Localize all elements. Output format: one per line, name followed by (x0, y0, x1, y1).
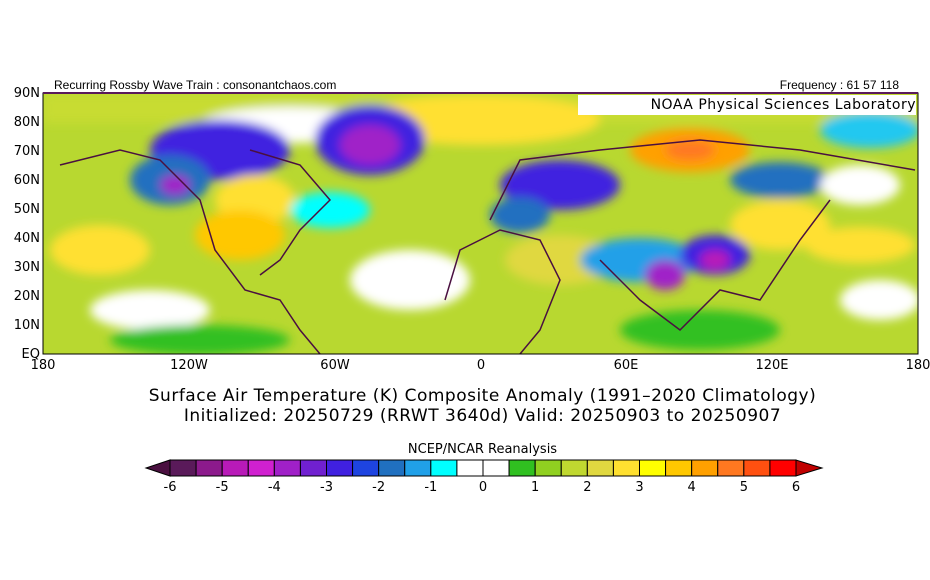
map-title: Surface Air Temperature (K) Composite An… (148, 386, 817, 406)
colorbar (144, 459, 824, 477)
colorbar-tick-label: 0 (478, 480, 488, 495)
colorbar-swatch (195, 459, 223, 477)
colorbar-swatch (378, 459, 406, 477)
colorbar-tick-label: -4 (267, 480, 281, 495)
colorbar-swatch (769, 459, 797, 477)
colorbar-tick-label: -6 (163, 480, 177, 495)
colorbar-swatch (273, 459, 301, 477)
colorbar-swatch (221, 459, 249, 477)
colorbar-tick-label: 4 (687, 480, 696, 495)
colorbar-swatch (430, 459, 458, 477)
map-subtitle: Initialized: 20250729 (RRWT 3640d) Valid… (183, 406, 782, 426)
lon-label: 60W (320, 358, 350, 373)
lon-label: 180 (905, 358, 930, 373)
colorbar-swatch (404, 459, 432, 477)
coastlines (59, 139, 916, 354)
lat-label: 80N (13, 115, 40, 130)
colorbar-tick-label: 2 (583, 480, 592, 495)
header-frequency: Frequency : 61 57 118 (779, 78, 899, 92)
colorbar-title: NCEP/NCAR Reanalysis (407, 442, 558, 457)
colorbar-tick-label: -3 (320, 480, 333, 495)
colorbar-swatch (691, 459, 719, 477)
watermark: NOAA Physical Sciences Laboratory (578, 95, 916, 115)
lat-label: 90N (13, 86, 40, 101)
lat-label: 40N (13, 231, 40, 246)
lat-label: 20N (13, 289, 40, 304)
lat-label: 30N (13, 260, 40, 275)
colorbar-swatch (612, 459, 641, 477)
colorbar-swatch (247, 459, 275, 477)
colorbar-swatch (508, 459, 536, 477)
lon-label: 180 (30, 358, 56, 373)
lon-label: 120W (170, 358, 208, 373)
colorbar-swatch (560, 459, 588, 477)
colorbar-tick-label: 6 (791, 480, 801, 495)
lon-label: 60E (613, 358, 639, 373)
colorbar-swatch (717, 459, 745, 477)
colorbar-tick-label: 3 (635, 480, 644, 495)
colorbar-swatch (299, 459, 327, 477)
lat-label: EQ (21, 347, 40, 362)
colorbar-under-arrow (144, 459, 171, 477)
colorbar-swatch (482, 459, 510, 477)
colorbar-over-arrow (795, 459, 824, 477)
colorbar-swatch (169, 459, 197, 477)
lon-label: 0 (476, 358, 486, 373)
colorbar-swatch (665, 459, 693, 477)
colorbar-tick-label: 1 (531, 480, 540, 495)
colorbar-tick-label: -2 (372, 480, 386, 495)
lat-label: 10N (13, 318, 40, 333)
colorbar-swatch (743, 459, 771, 477)
lat-label: 70N (13, 144, 40, 159)
header-source: Recurring Rossby Wave Train : consonantc… (54, 78, 337, 92)
colorbar-swatch (586, 459, 614, 477)
map-field (43, 93, 918, 354)
colorbar-swatch (326, 459, 354, 477)
colorbar-tick-label: -1 (424, 480, 438, 495)
colorbar-swatch (639, 459, 667, 477)
colorbar-swatch (352, 459, 380, 477)
colorbar-tick-label: -5 (215, 480, 229, 495)
colorbar-swatch (534, 459, 562, 477)
lat-label: 50N (13, 202, 40, 217)
lat-label: 60N (13, 173, 40, 188)
lon-label: 120E (755, 358, 789, 373)
colorbar-swatch (456, 459, 484, 477)
colorbar-tick-label: 5 (739, 480, 748, 495)
